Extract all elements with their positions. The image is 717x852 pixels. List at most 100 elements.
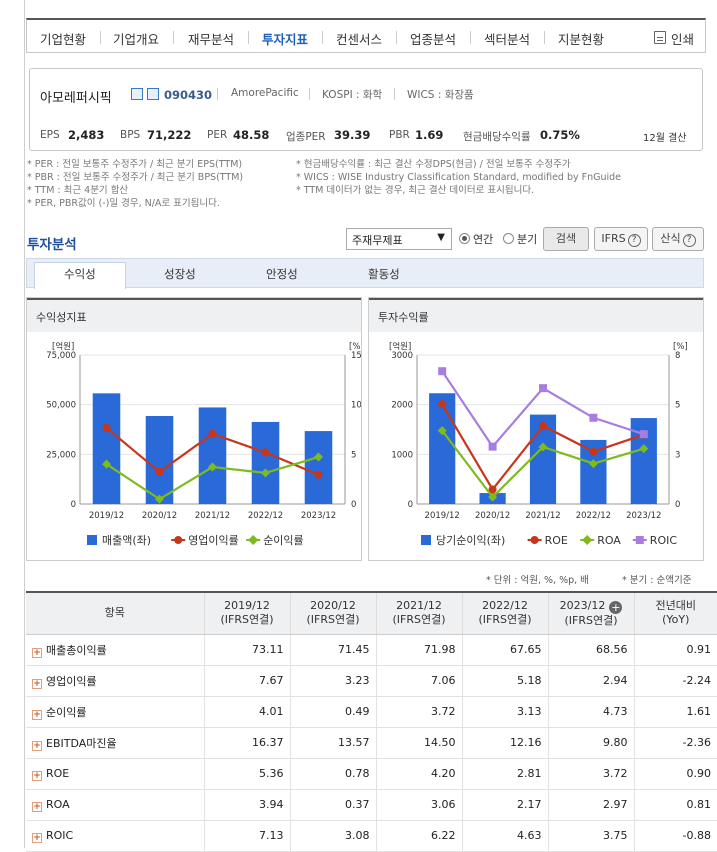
return-chart-panel: 투자수익률 [억원] [%] 0 1000 2000 3000 0 3 5 8 2019/12 202… <box>368 297 704 561</box>
sector-per-label: 업종PER <box>286 131 326 143</box>
value-cell: 16.37 <box>203 727 290 759</box>
dividend-yield-label: 현금배당수익률 <box>463 131 531 143</box>
tab-growth[interactable]: 성장성 <box>164 267 196 281</box>
tab-profitability[interactable]: 수익성 <box>64 267 96 281</box>
row-label-cell[interactable]: + ROE <box>26 758 204 790</box>
y-left-tick: 75,000 <box>46 351 76 361</box>
data-point <box>639 430 648 439</box>
tab-activity[interactable]: 활동성 <box>368 267 400 281</box>
nav-shareholding[interactable]: 지분현황 <box>558 32 605 47</box>
row-label-cell[interactable]: + 매출총이익률 <box>26 634 204 666</box>
quarter-radio-label[interactable]: 분기 <box>517 233 538 246</box>
row-label-cell[interactable]: + EBITDA마진율 <box>26 727 204 759</box>
nav-consensus[interactable]: 컨센서스 <box>336 32 383 47</box>
statement-type-select[interactable]: 주재무제표 ▼ <box>346 228 452 250</box>
y-right-tick: 15 <box>351 351 361 361</box>
help-icon: ? <box>682 234 696 247</box>
chart-icon[interactable] <box>147 88 159 100</box>
help-icon: ? <box>627 234 641 247</box>
y-left-tick: 2000 <box>391 401 413 411</box>
data-point <box>314 452 323 462</box>
legend-swatch <box>582 535 593 545</box>
legend-label: ROIC <box>650 534 678 547</box>
value-cell: 3.23 <box>289 665 376 697</box>
legend-swatch <box>530 536 539 544</box>
annual-radio-label[interactable]: 연간 <box>473 233 494 246</box>
yoy-cell: 1.61 <box>633 696 717 728</box>
print-button[interactable]: 인쇄 <box>671 32 695 47</box>
column-year: 2023/12 <box>559 598 606 612</box>
yoy-cell: 0.90 <box>633 758 717 790</box>
legend-label: ROA <box>597 534 621 547</box>
table-row: + 순이익률 4.01 0.49 3.72 3.13 4.73 1.61 <box>26 696 717 728</box>
expand-row-icon[interactable]: + <box>32 801 42 812</box>
quarter-radio[interactable] <box>503 233 514 244</box>
expand-row-icon[interactable]: + <box>32 832 42 843</box>
search-button[interactable]: 검색 <box>543 227 589 251</box>
company-code: 090430 <box>164 88 213 102</box>
nav-company-overview[interactable]: 기업개요 <box>113 32 160 47</box>
bar <box>251 421 280 504</box>
expand-row-icon[interactable]: + <box>32 740 42 751</box>
row-label-cell[interactable]: + 순이익률 <box>26 696 204 728</box>
value-cell: 4.20 <box>375 758 462 790</box>
value-cell: 5.36 <box>203 758 290 790</box>
row-label: ROE <box>46 766 70 780</box>
per-label: PER <box>207 129 228 141</box>
ifrs-button[interactable]: IFRS? <box>594 227 648 251</box>
data-point <box>639 444 649 454</box>
data-point <box>314 470 323 479</box>
nav-sector-analysis[interactable]: 섹터분석 <box>484 32 531 47</box>
yoy-cell: 0.91 <box>633 634 717 666</box>
profitability-chart: [억원] [%] 0 25,000 50,000 75,000 0 5 10 15 2019/12 2… <box>46 341 361 547</box>
ifrs-label: IFRS <box>601 232 626 245</box>
home-icon[interactable] <box>131 88 143 100</box>
nav-industry-analysis[interactable]: 업종분석 <box>410 32 457 47</box>
nav-investment-indicators[interactable]: 투자지표 <box>262 32 309 47</box>
profitability-chart-panel: 수익성지표 [억원] [%] 0 25,000 50,000 75,000 0 5 10 15 20… <box>26 297 362 561</box>
annual-radio[interactable] <box>459 233 470 244</box>
y-right-unit: [%] <box>349 342 361 352</box>
row-label: ROA <box>46 797 70 811</box>
value-cell: 3.72 <box>375 696 462 728</box>
data-point <box>538 442 548 452</box>
value-cell: 3.13 <box>461 696 548 728</box>
table-header-row: 항목 2019/12 (IFRS연결) 2020/12 (IFRS연결) 2021/… <box>26 591 717 635</box>
yoy-header: 전년대비 (YoY) <box>633 591 717 635</box>
value-cell: 2.94 <box>547 665 634 697</box>
profitability-chart-title: 수익성지표 <box>27 298 361 332</box>
legend-label: 순이익률 <box>263 534 303 547</box>
expand-row-icon[interactable]: + <box>32 647 42 658</box>
tab-stability[interactable]: 안정성 <box>266 267 298 281</box>
y-left-tick: 50,000 <box>46 401 76 411</box>
yoy-cell: -2.36 <box>633 727 717 759</box>
formula-button[interactable]: 산식? <box>652 227 704 251</box>
row-label-cell[interactable]: + 영업이익률 <box>26 665 204 697</box>
data-point <box>261 468 270 478</box>
nav-separator <box>470 31 471 44</box>
y-right-unit: [%] <box>673 342 688 352</box>
yoy-cell: -2.24 <box>633 665 717 697</box>
row-label: 순이익률 <box>46 705 87 719</box>
table-row: + 영업이익률 7.67 3.23 7.06 5.18 2.94 -2.24 <box>26 665 717 697</box>
value-cell: 0.78 <box>289 758 376 790</box>
note-per: * PER : 전일 보통주 수정주가 / 최근 분기 EPS(TTM) <box>27 159 243 170</box>
row-label-cell[interactable]: + ROA <box>26 789 204 821</box>
value-cell: 0.37 <box>289 789 376 821</box>
nav-company-status[interactable]: 기업현황 <box>40 32 87 47</box>
value-cell: 73.11 <box>203 634 290 666</box>
nav-separator <box>322 31 323 44</box>
legend-swatch <box>421 535 431 545</box>
expand-columns-icon[interactable]: + <box>609 600 623 614</box>
value-cell: 5.18 <box>461 665 548 697</box>
item-header: 항목 <box>26 591 204 635</box>
legend-label: ROE <box>545 534 568 547</box>
expand-row-icon[interactable]: + <box>32 770 42 781</box>
row-label-cell[interactable]: + ROIC <box>26 820 204 852</box>
expand-row-icon[interactable]: + <box>32 709 42 720</box>
y-left-tick: 0 <box>408 500 413 510</box>
expand-row-icon[interactable]: + <box>32 678 42 689</box>
value-cell: 2.17 <box>461 789 548 821</box>
print-icon[interactable] <box>654 31 666 44</box>
nav-financial-analysis[interactable]: 재무분석 <box>188 32 235 47</box>
